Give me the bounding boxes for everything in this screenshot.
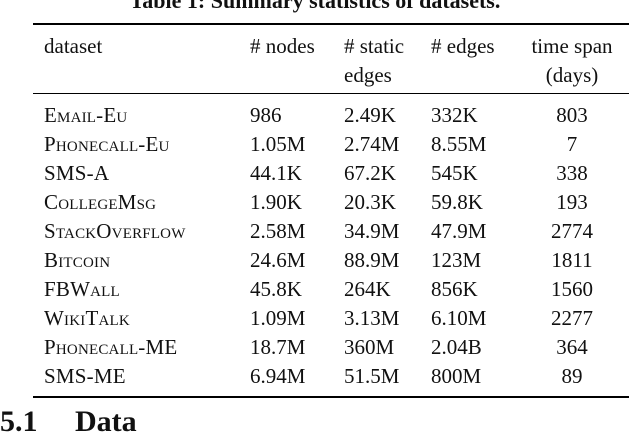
cell-time-span: 2774 <box>551 219 593 243</box>
cell-time-span: 89 <box>561 364 583 388</box>
cell-static-edges: 264K <box>344 277 391 301</box>
section-heading: 5.1 Data <box>0 402 137 442</box>
table-row: SMS-ME 6.94M 51.5M 800M 89 <box>0 362 630 391</box>
cell-time-span: 364 <box>556 335 588 359</box>
header-span-line2: (days) <box>545 63 599 87</box>
table-body: Email-Eu 986 2.49K 332K 803 Phonecall-Eu… <box>0 101 630 391</box>
cell-dataset: FBWall <box>44 277 120 301</box>
cell-dataset: SMS-A <box>44 161 110 185</box>
header-span-line1: time span <box>531 34 613 58</box>
header-edges-label: # edges <box>431 34 495 58</box>
cell-time-span: 338 <box>556 161 588 185</box>
cell-dataset: Phonecall-ME <box>44 335 178 359</box>
table-row: Phonecall-ME 18.7M 360M 2.04B 364 <box>0 333 630 362</box>
cell-time-span: 803 <box>556 103 588 127</box>
cell-nodes: 45.8K <box>250 277 302 301</box>
cell-nodes: 24.6M <box>250 248 306 272</box>
cell-dataset: Bitcoin <box>44 248 111 272</box>
cell-edges: 47.9M <box>431 219 487 243</box>
cell-edges: 59.8K <box>431 190 483 214</box>
cell-time-span: 2277 <box>551 306 593 330</box>
cell-nodes: 986 <box>250 103 282 127</box>
cell-dataset: Phonecall-Eu <box>44 132 170 156</box>
cell-edges: 856K <box>431 277 478 301</box>
cell-static-edges: 2.74M <box>344 132 400 156</box>
cell-edges: 332K <box>431 103 478 127</box>
table-row: Phonecall-Eu 1.05M 2.74M 8.55M 7 <box>0 130 630 159</box>
table-top-rule <box>33 23 629 25</box>
table-row: Bitcoin 24.6M 88.9M 123M 1811 <box>0 246 630 275</box>
cell-static-edges: 20.3K <box>344 190 396 214</box>
cell-static-edges: 67.2K <box>344 161 396 185</box>
table-row: SMS-A 44.1K 67.2K 545K 338 <box>0 159 630 188</box>
header-edges: # edges <box>431 32 495 61</box>
header-dataset-label: dataset <box>44 34 103 58</box>
cell-static-edges: 2.49K <box>344 103 396 127</box>
cell-nodes: 18.7M <box>250 335 306 359</box>
header-static-line2: edges <box>344 63 392 87</box>
cell-static-edges: 3.13M <box>344 306 400 330</box>
cell-edges: 2.04B <box>431 335 482 359</box>
cell-dataset: CollegeMsg <box>44 190 157 214</box>
table-row: Email-Eu 986 2.49K 332K 803 <box>0 101 630 130</box>
table-row: FBWall 45.8K 264K 856K 1560 <box>0 275 630 304</box>
cell-dataset: WikiTalk <box>44 306 130 330</box>
section-title: Data <box>75 405 137 438</box>
cell-edges: 8.55M <box>431 132 487 156</box>
header-static-line1: # static <box>344 34 405 58</box>
table-row: WikiTalk 1.09M 3.13M 6.10M 2277 <box>0 304 630 333</box>
cell-static-edges: 360M <box>344 335 395 359</box>
cell-dataset: StackOverflow <box>44 219 186 243</box>
cell-static-edges: 88.9M <box>344 248 400 272</box>
cell-nodes: 1.09M <box>250 306 306 330</box>
cell-time-span: 7 <box>566 132 578 156</box>
cell-nodes: 1.90K <box>250 190 302 214</box>
header-nodes-label: # nodes <box>250 34 315 58</box>
section-number: 5.1 <box>0 405 38 438</box>
cell-dataset: Email-Eu <box>44 103 128 127</box>
header-nodes: # nodes <box>250 32 315 61</box>
header-time-span: time span (days) <box>516 32 628 90</box>
cell-nodes: 44.1K <box>250 161 302 185</box>
cell-edges: 123M <box>431 248 482 272</box>
cell-time-span: 193 <box>556 190 588 214</box>
header-dataset: dataset <box>44 32 102 61</box>
cell-static-edges: 34.9M <box>344 219 400 243</box>
table-caption: Table 1: Summary statistics of datasets. <box>129 0 501 13</box>
cell-time-span: 1560 <box>551 277 593 301</box>
cell-time-span: 1811 <box>551 248 593 272</box>
cell-nodes: 2.58M <box>250 219 306 243</box>
cell-edges: 545K <box>431 161 478 185</box>
cell-edges: 800M <box>431 364 482 388</box>
table-row: StackOverflow 2.58M 34.9M 47.9M 2774 <box>0 217 630 246</box>
table-row: CollegeMsg 1.90K 20.3K 59.8K 193 <box>0 188 630 217</box>
cell-dataset: SMS-ME <box>44 364 126 388</box>
table-bottom-rule <box>33 396 629 398</box>
cell-edges: 6.10M <box>431 306 487 330</box>
cell-nodes: 6.94M <box>250 364 306 388</box>
cell-static-edges: 51.5M <box>344 364 400 388</box>
table-header-rule <box>33 93 629 94</box>
cell-nodes: 1.05M <box>250 132 306 156</box>
header-static-edges: # static edges <box>344 32 404 90</box>
